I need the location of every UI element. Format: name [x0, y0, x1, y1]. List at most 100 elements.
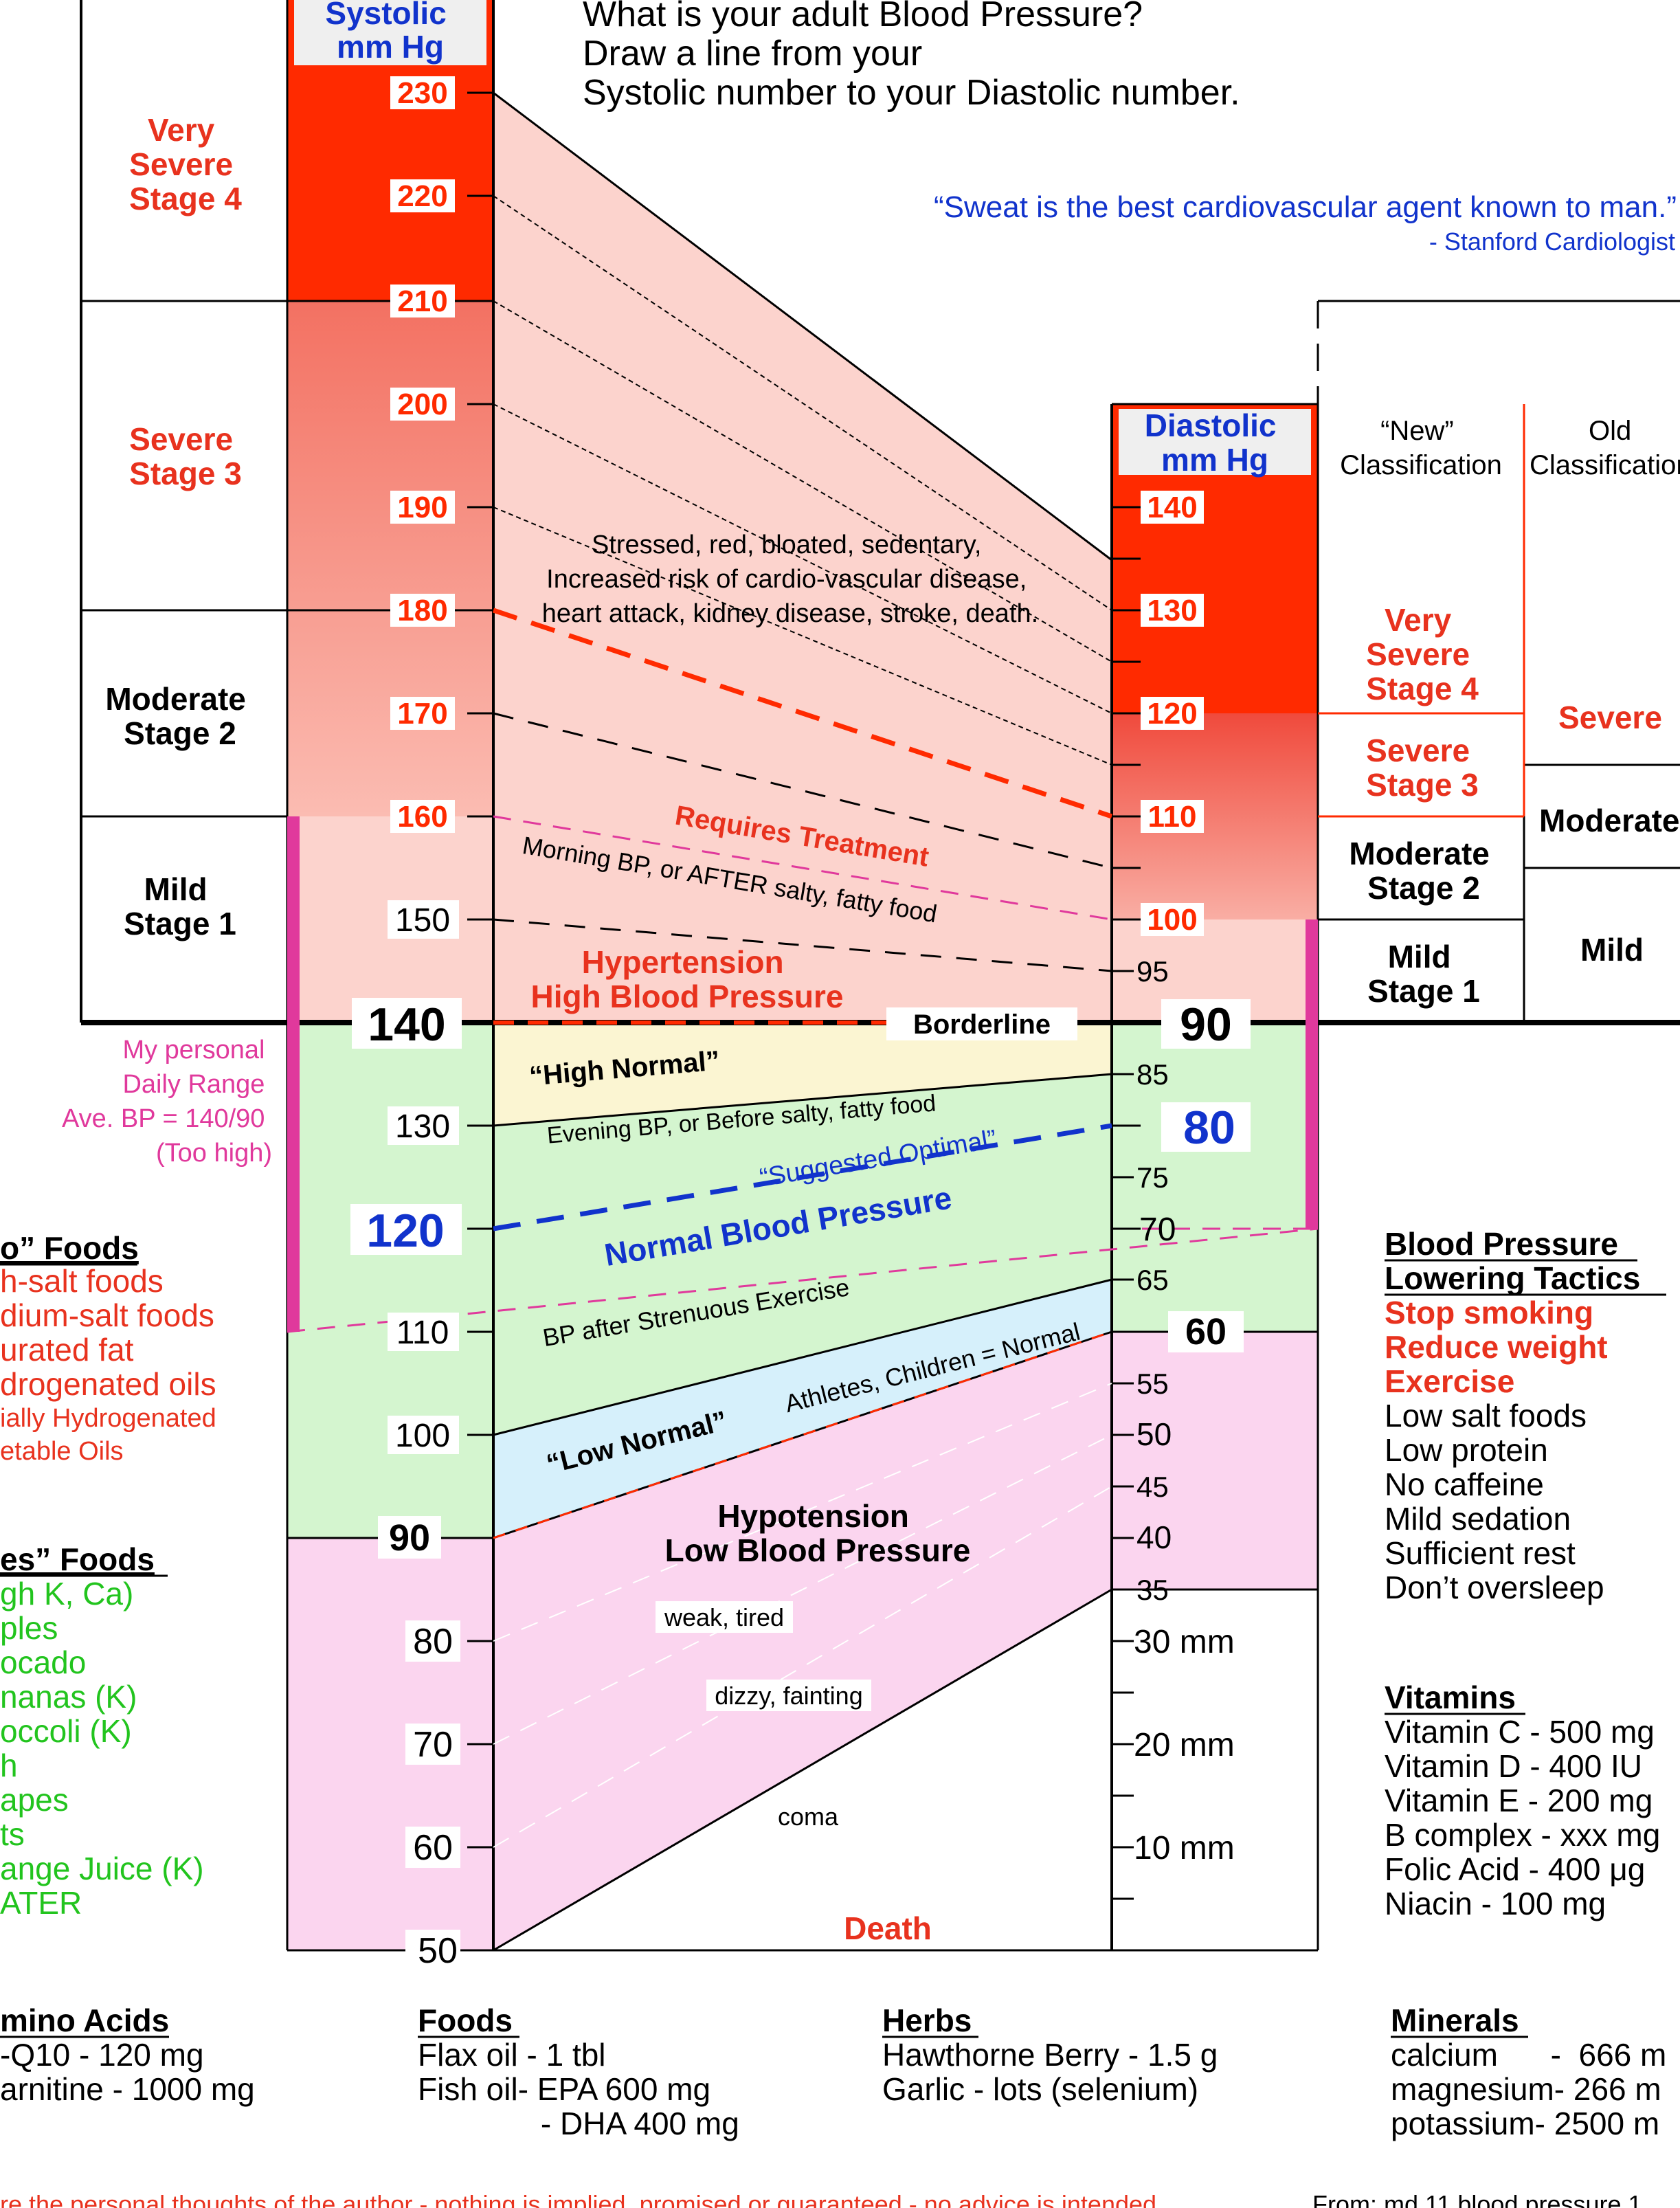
new-stage-mild: Mild Stage 1 [1367, 939, 1480, 1009]
sys-label-50: 50 [418, 1931, 458, 1971]
left-stage-line: Moderate [105, 681, 245, 717]
dia-label-75: 75 [1136, 1161, 1169, 1194]
foods-list: Foods Flax oil - 1 tbl Fish oil- EPA 600… [418, 2003, 739, 2141]
left-stage-line: Stage 4 [129, 181, 242, 216]
hypertension-line: Hypertension [582, 944, 784, 980]
connector-160-magenta [493, 815, 1112, 921]
vitamins-item: Vitamin C - 500 mg [1385, 1714, 1655, 1750]
no-foods-item: ially Hydrogenated [0, 1404, 216, 1433]
tactics-item: No caffeine [1385, 1467, 1544, 1502]
no-foods-title: o” Foods [0, 1230, 139, 1266]
quote: “Sweat is the best cardiovascular agent … [934, 190, 1677, 224]
vitamins-item: B complex - xxx mg [1385, 1817, 1660, 1853]
tactics-title: Lowering Tactics [1385, 1260, 1640, 1296]
question-line: Systolic number to your Diastolic number… [583, 73, 1240, 113]
tick-label-box [1161, 1102, 1251, 1152]
left-stage-line: Stage 1 [124, 906, 236, 941]
normal-zone [493, 1074, 1112, 1435]
connector-120-blue [493, 1123, 1112, 1231]
yes-foods-item: nanas (K) [0, 1679, 137, 1715]
connector-110-magenta [287, 1227, 1319, 1333]
personal-range-line: Daily Range [122, 1070, 265, 1099]
tick-label-box [1168, 1311, 1244, 1352]
classification-red-lines [1318, 404, 1525, 818]
question: What is your adult Blood Pressure? Draw … [583, 0, 1240, 113]
footer-source: From: md 11 blood pressure 1 [1312, 2190, 1642, 2208]
personal-range-line: Ave. BP = 140/90 [62, 1104, 265, 1133]
minerals-list: Minerals calcium - 666 m magnesium- 266 … [1391, 2003, 1666, 2141]
dia-label-95: 95 [1136, 955, 1169, 988]
left-stage-very-severe: Very Severe Stage 4 [129, 112, 242, 216]
systolic-title-box [294, 0, 486, 65]
new-stage-line: Very [1385, 602, 1452, 638]
tick-label-box [405, 1827, 460, 1868]
herbs-item: Garlic - lots (selenium) [882, 2071, 1198, 2107]
personal-range-line: My personal [122, 1036, 265, 1064]
sys-label-140: 140 [368, 999, 445, 1051]
tick-label-box [378, 1516, 441, 1559]
systolic-severe-fill [287, 301, 493, 816]
diastolic-labels-boxed: 140 130 120 110 100 [1141, 491, 1204, 937]
sys-label-60: 60 [413, 1828, 453, 1868]
no-foods-item: h-salt foods [0, 1263, 164, 1299]
old-classification-header: Old Classification [1530, 416, 1680, 480]
diastolic-title-line: mm Hg [1161, 442, 1268, 478]
new-classification-stages: Very Severe Stage 4 Severe Stage 3 Moder… [1349, 602, 1489, 1009]
new-stage-severe: Severe Stage 3 [1366, 733, 1479, 803]
new-stage-line: Mild [1388, 939, 1451, 974]
new-classification-header: “New” Classification [1340, 416, 1502, 480]
herbs-list: Herbs Hawthorne Berry - 1.5 g Garlic - l… [882, 2003, 1218, 2107]
tactics-list: Blood Pressure Lowering Tactics Stop smo… [1385, 1226, 1666, 1605]
yes-foods-item: apes [0, 1782, 69, 1818]
connector-220 [493, 195, 1112, 611]
tick-label-box [390, 697, 455, 730]
yes-foods-item: ATER [0, 1885, 82, 1921]
tick-label-box [390, 491, 455, 524]
tactics-item: Low salt foods [1385, 1398, 1587, 1434]
question-line: What is your adult Blood Pressure? [583, 0, 1143, 34]
sys-label-130: 130 [395, 1108, 450, 1145]
sys-label-120: 120 [366, 1205, 444, 1257]
stressed-line: Increased risk of cardio-vascular diseas… [546, 565, 1027, 594]
upper-boundary-line [493, 91, 1112, 561]
herbs-title: Herbs [882, 2003, 972, 2038]
old-stage-mild: Mild [1580, 932, 1644, 968]
diastolic-title-box [1119, 409, 1311, 475]
dia-label-130: 130 [1147, 594, 1197, 627]
tick-label-box [390, 594, 455, 627]
dia-label-40: 40 [1136, 1519, 1172, 1555]
dia-label-10mm: 10 mm [1134, 1830, 1235, 1866]
stressed-line: Stressed, red, bloated, sedentary, [592, 531, 982, 559]
old-classification-line: Classification [1530, 450, 1680, 480]
vitamins-item: Folic Acid - 400 μg [1385, 1851, 1645, 1887]
sys-label-170: 170 [397, 697, 447, 731]
sys-label-80: 80 [413, 1622, 453, 1662]
tick-label-box [390, 179, 455, 212]
new-stage-very-severe: Very Severe Stage 4 [1366, 602, 1479, 706]
weak-label: weak, tired [664, 1603, 784, 1631]
left-stage-line: Stage 2 [124, 715, 236, 751]
dia-label-65: 65 [1136, 1264, 1169, 1296]
diastolic-tick-marks [1112, 506, 1141, 1900]
connector-lines [287, 195, 1319, 1848]
no-foods-item: etable Oils [0, 1437, 124, 1466]
sys-label-200: 200 [397, 388, 447, 421]
no-foods-item: dium-salt foods [0, 1297, 214, 1333]
connector-low-red [493, 1330, 1112, 1539]
amino-acids-list: mino Acids -Q10 - 120 mg arnitine - 1000… [0, 2003, 255, 2107]
systolic-normal-fill [287, 1023, 493, 1538]
tactics-item: Mild sedation [1385, 1501, 1571, 1537]
yes-foods-item: gh K, Ca) [0, 1576, 133, 1612]
tick-label-box [1141, 491, 1204, 524]
sys-label-160: 160 [397, 800, 447, 834]
tick-label-box [350, 1204, 462, 1255]
connector-210 [493, 300, 1112, 662]
connector-80-faint [493, 1383, 1112, 1642]
amino-acids-item: arnitine - 1000 mg [0, 2071, 255, 2107]
systolic-title: Systolic mm Hg [325, 0, 455, 65]
left-stage-line: Stage 3 [129, 456, 242, 491]
sys-label-190: 190 [397, 491, 447, 524]
personal-range-bars [287, 816, 1318, 1332]
dia-label-55: 55 [1136, 1368, 1169, 1400]
tick-label-box [388, 1106, 459, 1145]
